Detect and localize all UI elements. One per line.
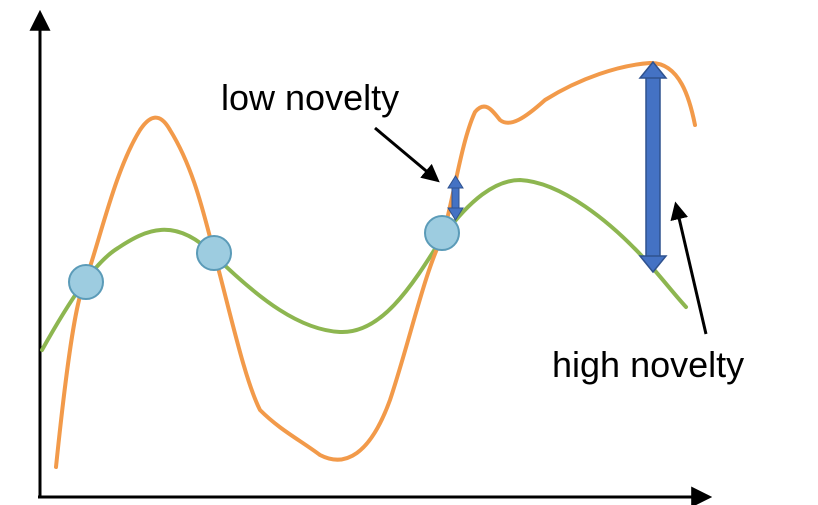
low-novelty-gap-arrow bbox=[447, 175, 464, 221]
high-novelty-label: high novelty bbox=[552, 344, 744, 385]
sample-point bbox=[196, 235, 232, 271]
sample-point bbox=[424, 215, 460, 251]
low-novelty-label: low novelty bbox=[221, 77, 399, 118]
sample-point bbox=[68, 264, 104, 300]
low-novelty-pointer-arrow bbox=[374, 126, 440, 183]
high-novelty-pointer-arrow bbox=[670, 201, 708, 335]
green-curve bbox=[40, 177, 688, 352]
orange-curve bbox=[54, 60, 697, 469]
high-novelty-gap-arrow bbox=[638, 60, 668, 274]
